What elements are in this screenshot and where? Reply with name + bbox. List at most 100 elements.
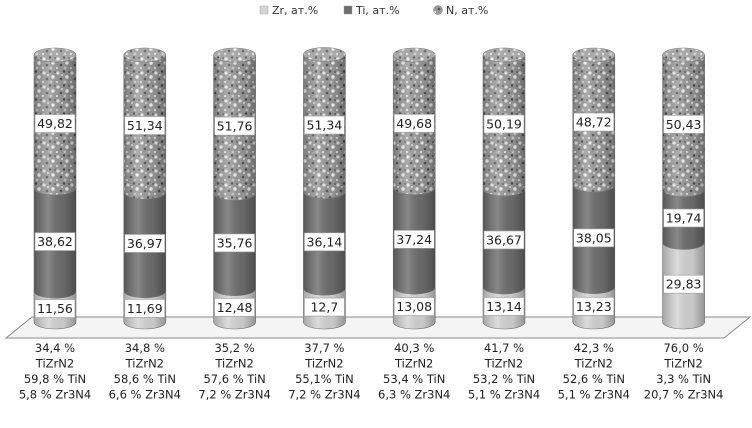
bar-stack: 29,83 19,74 50,43 <box>662 47 705 330</box>
data-label-box <box>573 297 615 316</box>
bar-top-cap <box>482 47 526 63</box>
data-label: 19,74 <box>663 208 704 228</box>
data-label: 13,23 <box>573 297 615 316</box>
category-label-line: 7,2 % Zr3N4 <box>288 388 360 402</box>
category-label-line: 55,1% TiN <box>295 372 354 386</box>
category-label-line: TiZrN2 <box>35 357 74 371</box>
data-label-text: 37,24 <box>396 232 432 247</box>
data-label: 51,76 <box>214 116 255 136</box>
category-label-line: TiZrN2 <box>394 357 433 371</box>
category-label: 35,2 % TiZrN2 57,6 % TiN 7,2 % Zr3N4 <box>198 341 270 402</box>
data-label: 12,48 <box>214 298 255 317</box>
bar-top-cap <box>662 47 705 63</box>
data-label-text: 12,48 <box>217 300 253 315</box>
bar-top-highlight <box>123 48 166 62</box>
category-label-line: TiZrN2 <box>125 357 164 371</box>
data-label: 51,34 <box>304 115 345 135</box>
category-label-line: 5,8 % Zr3N4 <box>19 388 91 402</box>
data-label-text: 49,82 <box>37 116 73 131</box>
bar-top-cap <box>213 47 256 63</box>
data-label-text: 48,72 <box>576 115 612 130</box>
data-label: 51,34 <box>124 116 166 135</box>
data-label-box <box>393 230 435 249</box>
bar-stack: 13,14 36,67 50,19 <box>482 47 526 330</box>
category-label-line: 35,2 % <box>214 341 254 355</box>
legend-label: N, ат.% <box>446 4 488 17</box>
category-label: 41,7 % TiZrN2 53,2 % TiN 5,1 % Zr3N4 <box>468 341 540 402</box>
category-label-line: 59,8 % TiN <box>24 372 86 386</box>
data-label-box <box>483 230 525 250</box>
data-label-text: 11,56 <box>37 301 73 316</box>
legend-item-n: N, ат.% <box>433 4 488 17</box>
bar-stack: 13,23 38,05 48,72 <box>572 47 616 330</box>
data-label-box <box>124 116 166 135</box>
legend-swatch <box>343 5 353 15</box>
category-label-line: TiZrN2 <box>214 357 253 371</box>
category-label-line: TiZrN2 <box>574 357 613 371</box>
category-label-line: TiZrN2 <box>663 357 702 371</box>
data-label-text: 38,62 <box>37 234 73 249</box>
data-label-box <box>483 297 525 316</box>
data-label: 36,97 <box>124 234 166 253</box>
category-label-line: 7,2 % Zr3N4 <box>198 388 270 402</box>
data-label: 48,72 <box>573 112 615 132</box>
bar-top-cap <box>392 47 436 63</box>
data-label-box <box>573 228 615 248</box>
data-label-box <box>663 115 704 134</box>
data-label-box <box>214 116 255 136</box>
data-label: 38,05 <box>573 228 615 248</box>
data-label-text: 11,69 <box>127 301 163 316</box>
data-label-text: 51,76 <box>217 119 253 134</box>
category-label-line: 20,7 % Zr3N4 <box>644 388 724 402</box>
data-label-box <box>573 112 615 132</box>
bar-top-highlight <box>572 48 615 62</box>
bar-top-cap <box>572 47 616 63</box>
data-label-text: 50,43 <box>666 117 702 132</box>
category-label-line: 41,7 % <box>484 341 524 355</box>
bar-stack: 12,7 36,14 51,34 <box>303 47 346 330</box>
category-label-line: 40,3 % <box>394 341 434 355</box>
category-label-line: 57,6 % TiN <box>203 372 265 386</box>
data-label-text: 36,67 <box>486 232 522 247</box>
data-label-text: 49,68 <box>396 116 432 131</box>
category-label-line: 5,1 % Zr3N4 <box>558 388 630 402</box>
bar-top-cap <box>123 47 167 63</box>
data-label-text: 36,14 <box>307 234 343 249</box>
data-label: 49,82 <box>34 114 76 133</box>
category-label-line: 3,3 % TiN <box>656 372 711 386</box>
data-label: 50,19 <box>483 114 525 134</box>
category-label-line: 42,3 % <box>574 341 614 355</box>
data-label-box <box>34 114 76 133</box>
bar-top-highlight <box>303 47 346 62</box>
data-label-box <box>34 232 76 251</box>
data-label-box <box>124 234 166 253</box>
data-label-text: 12,7 <box>310 300 338 315</box>
category-label-line: 34,4 % <box>35 341 75 355</box>
category-label-line: 76,0 % <box>663 341 703 355</box>
data-label-text: 36,97 <box>127 236 163 251</box>
bar-top-highlight <box>662 48 705 62</box>
data-label-box <box>34 299 76 318</box>
bar-stack: 11,69 36,97 51,34 <box>123 47 167 330</box>
data-label-box <box>124 299 166 318</box>
legend-swatch <box>259 5 269 15</box>
category-label-line: 6,6 % Zr3N4 <box>109 388 181 402</box>
data-label-text: 35,76 <box>217 235 253 250</box>
chart-floor <box>4 316 752 339</box>
category-label: 34,8 % TiZrN2 58,6 % TiN 6,6 % Zr3N4 <box>109 341 181 402</box>
legend-label: Zr, ат.% <box>272 4 318 17</box>
data-label-box <box>393 114 435 133</box>
data-label-box <box>304 232 345 252</box>
data-label: 29,83 <box>663 274 704 294</box>
bar-top-highlight <box>483 48 525 62</box>
category-label-line: 37,7 % <box>304 341 344 355</box>
data-label-text: 19,74 <box>666 211 702 226</box>
category-label-line: 53,2 % TiN <box>473 372 535 386</box>
data-label-text: 13,08 <box>396 299 432 314</box>
data-label: 13,08 <box>393 297 435 316</box>
legend-item-ti: Ti, ат.% <box>343 4 400 17</box>
data-label: 13,14 <box>483 297 525 316</box>
bar-top-highlight <box>34 48 76 62</box>
data-label-box <box>393 297 435 316</box>
category-label: 37,7 % TiZrN2 55,1% TiN 7,2 % Zr3N4 <box>288 341 360 402</box>
